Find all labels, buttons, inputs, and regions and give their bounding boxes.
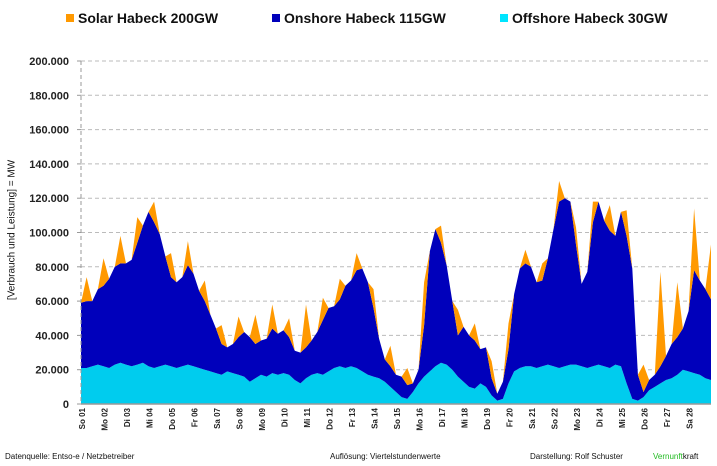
footer-brand-green: Vernunft <box>653 452 683 461</box>
x-tick-label: Fr 27 <box>663 407 672 427</box>
y-tick-label: 20.000 <box>35 365 69 377</box>
legend-item-offshore: Offshore Habeck 30GW <box>500 10 668 26</box>
x-tick-label: Do 05 <box>168 407 177 429</box>
y-tick-label: 200.000 <box>29 56 69 68</box>
chart-plot: 0 20.000 40.000 60.000 80.000 100.000 120.000 1… <box>29 56 711 431</box>
x-tick-label: Sa 14 <box>371 407 380 428</box>
x-tick-label: Sa 21 <box>528 407 537 428</box>
x-tick-label: So 22 <box>551 407 560 429</box>
y-tick-label: 0 <box>63 399 69 411</box>
x-tick-label: So 08 <box>236 407 245 429</box>
y-tick-label: 80.000 <box>35 262 69 274</box>
y-tick-label: 60.000 <box>35 296 69 308</box>
x-tick-label: Do 12 <box>326 407 335 429</box>
x-tick-label: Mi 11 <box>303 407 312 427</box>
footer-resolution: Auflösung: Viertelstundenwerte <box>330 452 441 461</box>
x-tick-label: Mi 04 <box>146 407 155 428</box>
area-onshore <box>81 198 711 401</box>
x-tick-label: Mi 18 <box>461 407 470 428</box>
legend-label-offshore: Offshore Habeck 30GW <box>512 10 668 26</box>
legend: Solar Habeck 200GW Onshore Habeck 115GW … <box>0 10 717 30</box>
x-tick-label: So 15 <box>393 407 402 429</box>
x-tick-label: Fr 20 <box>506 407 515 427</box>
x-tick-label: Di 03 <box>123 407 132 427</box>
y-tick-label: 180.000 <box>29 90 69 102</box>
y-tick-label: 140.000 <box>29 159 69 171</box>
x-tick-label: Di 24 <box>596 407 605 427</box>
x-tick-label: Di 17 <box>438 407 447 427</box>
legend-swatch-offshore <box>500 14 508 22</box>
x-tick-label: Fr 13 <box>348 407 357 427</box>
x-tick-label: Mo 02 <box>101 407 110 430</box>
footer-brand-rest: kraft <box>682 452 699 461</box>
x-tick-label: Do 26 <box>641 407 650 429</box>
x-tick-label: Mo 09 <box>258 407 267 430</box>
x-tick-label: So 01 <box>78 407 87 429</box>
x-tick-label: Do 19 <box>483 407 492 429</box>
x-tick-label: Fr 06 <box>191 407 200 427</box>
area-offshore <box>81 362 711 404</box>
legend-item-solar: Solar Habeck 200GW <box>66 10 218 26</box>
x-tick-label: Sa 07 <box>213 407 222 428</box>
y-tick-label: 160.000 <box>29 125 69 137</box>
y-tick-label: 120.000 <box>29 193 69 205</box>
x-tick-label: Sa 28 <box>686 407 695 428</box>
legend-label-solar: Solar Habeck 200GW <box>78 10 219 26</box>
legend-label-onshore: Onshore Habeck 115GW <box>284 10 446 26</box>
y-tick-label: 40.000 <box>35 330 69 342</box>
x-tick-label: Mo 23 <box>573 407 582 430</box>
legend-swatch-onshore <box>272 14 280 22</box>
footer-brand: Vernunftkraft <box>653 452 698 461</box>
footer-author: Darstellung: Rolf Schuster <box>530 452 623 461</box>
x-tick-label: Di 10 <box>281 407 290 427</box>
footer-source: Datenquelle: Entso-e / Netzbetreiber <box>5 452 135 461</box>
legend-swatch-solar <box>66 14 74 22</box>
y-tick-label: 100.000 <box>29 228 69 240</box>
x-tick-label: Mi 25 <box>618 407 627 428</box>
x-tick-label: Mo 16 <box>416 407 425 430</box>
legend-item-onshore: Onshore Habeck 115GW <box>272 10 446 26</box>
